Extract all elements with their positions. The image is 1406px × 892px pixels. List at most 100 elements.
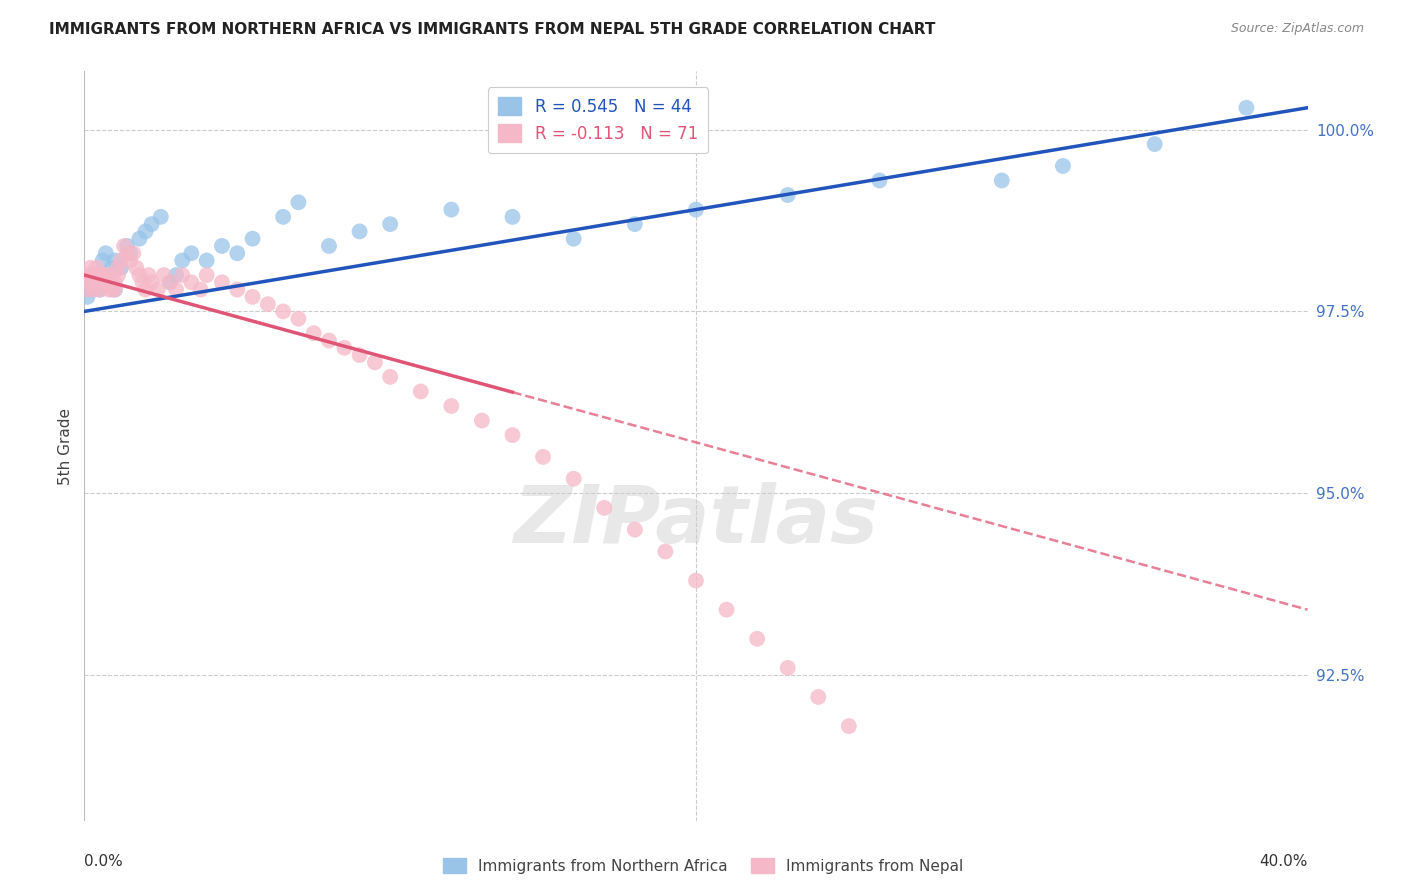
Point: [141, 276, 163, 290]
Point: [128, 268, 150, 282]
Point: [502, 210, 524, 224]
Point: [180, 246, 202, 260]
Point: [104, 253, 127, 268]
Point: [112, 239, 135, 253]
Point: [531, 450, 554, 464]
Point: [153, 268, 176, 282]
Point: [195, 268, 218, 282]
Text: 0.0%: 0.0%: [84, 855, 124, 870]
Point: [86, 276, 108, 290]
Point: [349, 348, 371, 362]
Legend: R = 0.545   N = 44, R = -0.113   N = 71: R = 0.545 N = 44, R = -0.113 N = 71: [488, 87, 709, 153]
Point: [242, 232, 264, 246]
Point: [128, 232, 150, 246]
Point: [76, 268, 98, 282]
Point: [364, 355, 387, 369]
Text: Source: ZipAtlas.com: Source: ZipAtlas.com: [1230, 22, 1364, 36]
Point: [79, 276, 101, 290]
Point: [83, 268, 105, 282]
Point: [94, 276, 117, 290]
Point: [593, 500, 616, 515]
Point: [76, 283, 98, 297]
Point: [165, 268, 187, 282]
Point: [135, 283, 157, 297]
Point: [89, 268, 111, 282]
Point: [120, 253, 142, 268]
Point: [97, 276, 120, 290]
Point: [180, 276, 202, 290]
Point: [97, 283, 120, 297]
Point: [79, 283, 101, 297]
Point: [83, 268, 105, 282]
Point: [79, 260, 101, 275]
Point: [380, 217, 402, 231]
Point: [1236, 101, 1258, 115]
Point: [91, 276, 114, 290]
Point: [318, 334, 340, 348]
Point: [991, 173, 1014, 187]
Point: [86, 268, 108, 282]
Point: [333, 341, 356, 355]
Point: [131, 276, 153, 290]
Point: [149, 210, 172, 224]
Point: [110, 260, 132, 275]
Point: [226, 283, 249, 297]
Point: [471, 413, 494, 427]
Point: [195, 253, 218, 268]
Point: [97, 276, 120, 290]
Point: [172, 268, 194, 282]
Y-axis label: 5th Grade: 5th Grade: [58, 408, 73, 484]
Point: [409, 384, 432, 399]
Point: [380, 370, 402, 384]
Point: [91, 253, 114, 268]
Point: [287, 311, 309, 326]
Point: [440, 202, 463, 217]
Point: [138, 268, 160, 282]
Point: [79, 276, 101, 290]
Point: [807, 690, 830, 704]
Point: [624, 217, 647, 231]
Point: [271, 210, 294, 224]
Point: [104, 276, 127, 290]
Point: [211, 239, 233, 253]
Text: ZIPatlas: ZIPatlas: [513, 482, 879, 560]
Point: [107, 260, 129, 275]
Point: [685, 574, 707, 588]
Point: [135, 224, 157, 238]
Point: [562, 472, 585, 486]
Point: [122, 246, 145, 260]
Point: [165, 283, 187, 297]
Point: [91, 268, 114, 282]
Text: IMMIGRANTS FROM NORTHERN AFRICA VS IMMIGRANTS FROM NEPAL 5TH GRADE CORRELATION C: IMMIGRANTS FROM NORTHERN AFRICA VS IMMIG…: [49, 22, 935, 37]
Point: [747, 632, 769, 646]
Point: [211, 276, 233, 290]
Point: [94, 246, 117, 260]
Point: [654, 544, 676, 558]
Point: [89, 283, 111, 297]
Point: [869, 173, 891, 187]
Point: [302, 326, 325, 341]
Point: [115, 239, 138, 253]
Point: [349, 224, 371, 238]
Point: [287, 195, 309, 210]
Point: [94, 268, 117, 282]
Point: [159, 276, 181, 290]
Point: [86, 260, 108, 275]
Point: [89, 283, 111, 297]
Point: [1052, 159, 1074, 173]
Point: [146, 283, 169, 297]
Point: [624, 523, 647, 537]
Point: [120, 246, 142, 260]
Point: [685, 202, 707, 217]
Point: [562, 232, 585, 246]
Point: [1143, 137, 1166, 152]
Point: [79, 268, 101, 282]
Point: [257, 297, 280, 311]
Point: [318, 239, 340, 253]
Point: [440, 399, 463, 413]
Point: [159, 276, 181, 290]
Point: [83, 283, 105, 297]
Point: [101, 268, 124, 282]
Point: [716, 602, 738, 616]
Point: [502, 428, 524, 442]
